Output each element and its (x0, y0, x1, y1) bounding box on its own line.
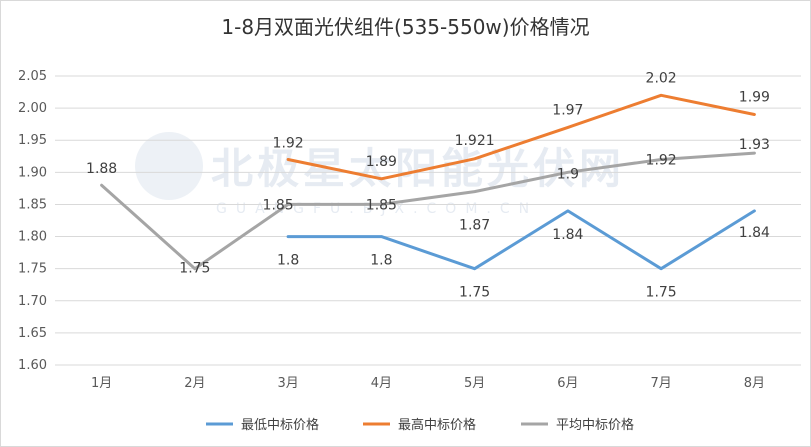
x-tick-label: 8月 (744, 376, 765, 391)
x-tick-label: 7月 (650, 376, 671, 391)
legend-label: 最高中标价格 (398, 417, 476, 433)
x-tick-label: 2月 (184, 376, 205, 391)
y-tick-label: 1.80 (18, 230, 47, 245)
data-label: 2.02 (646, 70, 677, 86)
y-tick-label: 1.65 (18, 326, 47, 341)
data-label: 1.84 (739, 225, 770, 241)
watermark-logo-icon (135, 132, 203, 200)
data-label: 1.8 (370, 253, 392, 269)
series-line-3 (100, 151, 756, 271)
x-tick-label: 1月 (91, 376, 112, 391)
data-label: 1.75 (646, 285, 677, 301)
data-label: 1.9 (557, 166, 579, 182)
data-label: 1.8 (277, 253, 299, 269)
data-label: 1.84 (552, 227, 583, 243)
data-label: 1.921 (455, 133, 495, 149)
y-tick-label: 1.60 (18, 358, 47, 373)
data-label: 1.97 (552, 102, 583, 118)
data-label: 1.88 (86, 161, 117, 177)
x-tick-label: 3月 (277, 376, 298, 391)
data-label: 1.85 (263, 197, 294, 213)
x-tick-label: 4月 (371, 376, 392, 391)
x-tick-label: 6月 (557, 376, 578, 391)
watermark-logo-text: 北极星太阳能光伏网 (211, 144, 625, 193)
x-tick-label: 5月 (464, 376, 485, 391)
legend-label: 平均中标价格 (556, 417, 634, 433)
data-label: 1.89 (366, 154, 397, 170)
y-tick-label: 1.70 (18, 294, 47, 309)
data-label: 1.75 (179, 261, 210, 277)
y-tick-label: 1.95 (18, 133, 47, 148)
y-tick-label: 2.00 (18, 101, 47, 116)
data-label: 1.99 (739, 90, 770, 106)
data-label: 1.75 (459, 285, 490, 301)
data-label: 1.87 (459, 218, 490, 234)
data-label: 1.92 (646, 152, 677, 168)
legend-label: 最低中标价格 (241, 417, 319, 433)
chart-title: 1-8月双面光伏组件(535-550w)价格情况 (221, 15, 590, 39)
y-tick-label: 2.05 (18, 69, 47, 84)
y-tick-label: 1.75 (18, 262, 47, 277)
series-line-2 (286, 93, 756, 181)
data-label: 1.92 (273, 135, 304, 151)
data-label: 1.85 (366, 197, 397, 213)
y-tick-label: 1.90 (18, 165, 47, 180)
series-line-1 (286, 209, 756, 271)
y-tick-label: 1.85 (18, 197, 47, 212)
data-label: 1.93 (739, 137, 770, 153)
